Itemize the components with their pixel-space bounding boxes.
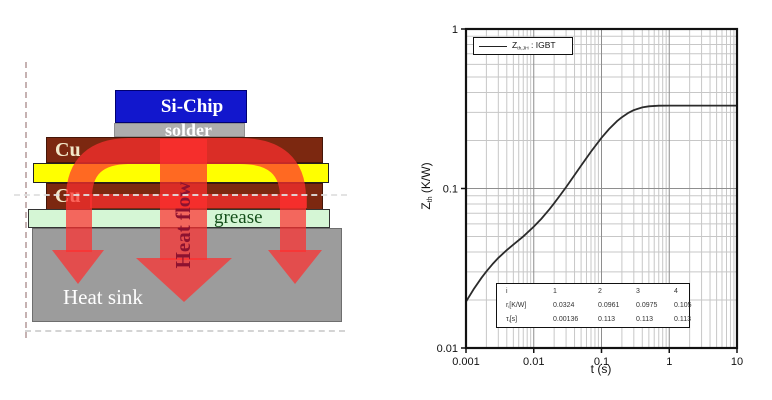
r-value-4: 0.105 — [674, 301, 692, 309]
r-value-2: 0.0961 — [598, 301, 620, 309]
r-symbol: r — [506, 301, 509, 309]
layer-si-chip: Si-Chip — [115, 90, 247, 123]
vertical-guide-dashed-line — [25, 62, 27, 338]
svg-text:1: 1 — [452, 24, 458, 36]
tau-unit: [s] — [509, 316, 518, 324]
legend-symbol: Z — [512, 40, 518, 51]
y-axis-label: Zth (K/W) — [419, 146, 435, 226]
tau-value-1: 0.00136 — [553, 316, 579, 324]
heat-flow-center-shaft — [160, 139, 207, 260]
tau-value-3: 0.113 — [636, 316, 653, 324]
axis-ticks — [461, 28, 738, 353]
table-index-2: 2 — [598, 287, 602, 295]
table-index-4: 4 — [674, 287, 678, 295]
foster-parameter-table: i 1 2 3 4 ri[K/W] 0.0324 0.0961 0.0975 0… — [496, 283, 692, 328]
heat-flow-label: Heat flow — [171, 181, 195, 269]
chart-legend: Zth,JH : IGBT — [473, 37, 573, 55]
x-axis-label: t (s) — [590, 362, 612, 376]
r-value-3: 0.0975 — [636, 301, 658, 309]
grease-label: grease — [214, 207, 263, 228]
heat-flow-left-arrowhead — [52, 250, 104, 284]
layer-solder: solder — [114, 120, 245, 140]
si-chip-label: Si-Chip — [160, 96, 224, 117]
svg-text:1: 1 — [666, 356, 672, 368]
legend-series-label: Zth,JH : IGBT — [512, 40, 556, 51]
tau-subscript: i — [508, 318, 510, 324]
r-value-1: 0.0324 — [553, 301, 575, 309]
table-r-row-label: ri[K/W] — [497, 302, 544, 309]
table-tau-row-label: τi[s] — [497, 316, 544, 323]
svg-text:0.001: 0.001 — [452, 356, 480, 368]
zth-curve — [465, 104, 737, 303]
table-index-3: 3 — [636, 287, 640, 295]
y-axis-label-symbol: Z — [419, 202, 433, 210]
legend-subscript: th,JH — [517, 46, 529, 52]
r-subscript: i — [508, 304, 510, 310]
bottom-guide-dashed-line — [25, 330, 345, 332]
table-index-1: 1 — [553, 287, 557, 295]
heat-flow-center-arrowhead — [136, 258, 232, 302]
tau-value-2: 0.113 — [598, 316, 615, 324]
svg-text:0.1: 0.1 — [594, 356, 609, 368]
heat-flow-arrows — [52, 138, 322, 302]
solder-label: solder — [165, 120, 212, 140]
horizontal-guide-dashed-line — [14, 194, 347, 196]
heat-flow-right-arrowhead — [268, 250, 322, 284]
legend-series-name: : IGBT — [528, 40, 556, 51]
r-unit: [K/W] — [509, 301, 527, 309]
y-axis-label-unit: (K/W) — [419, 162, 433, 197]
svg-text:10: 10 — [731, 356, 743, 368]
svg-text:0.01: 0.01 — [523, 356, 544, 368]
legend-line-sample — [479, 45, 507, 47]
tau-symbol: τ — [506, 316, 509, 324]
svg-text:0.1: 0.1 — [443, 184, 458, 196]
y-axis-label-subscript: th — [426, 196, 434, 203]
tau-value-4: 0.113 — [674, 316, 691, 324]
svg-text:0.01: 0.01 — [437, 343, 458, 355]
cu-top-label: Cu — [55, 138, 81, 161]
table-index-label: i — [506, 287, 508, 295]
heat-sink-label: Heat sink — [63, 285, 143, 309]
